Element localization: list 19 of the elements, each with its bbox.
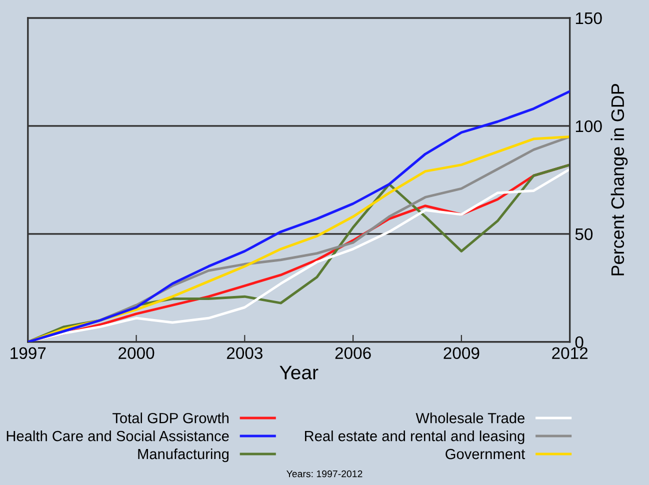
x-tick-label: 2000 xyxy=(118,347,154,360)
legend-label: Real estate and rental and leasing xyxy=(305,430,524,444)
y-tick-label: 100 xyxy=(576,120,602,132)
text: Years: 1997-2012 xyxy=(286,470,362,478)
x-axis-title: Year xyxy=(280,366,318,380)
x-tick-label: 2012 xyxy=(552,347,588,360)
y-axis-title: Percent Change in GDP xyxy=(610,84,628,276)
x-tick-label: 1997 xyxy=(10,347,46,360)
x-tick-label: 2003 xyxy=(226,347,262,360)
legend-label: Health Care and Social Assistance xyxy=(6,430,229,442)
legend-label: Manufacturing xyxy=(138,448,229,462)
x-tick-label: 2006 xyxy=(335,347,371,360)
legend-label: Government xyxy=(446,448,526,460)
y-tick-label: 0 xyxy=(575,336,584,348)
y-tick-label: 50 xyxy=(575,228,593,240)
legend-label: Total GDP Growth xyxy=(112,412,228,424)
legend-label: Wholesale Trade xyxy=(416,412,524,424)
y-tick-label: 150 xyxy=(576,12,602,24)
x-tick-label: 2009 xyxy=(444,347,480,360)
